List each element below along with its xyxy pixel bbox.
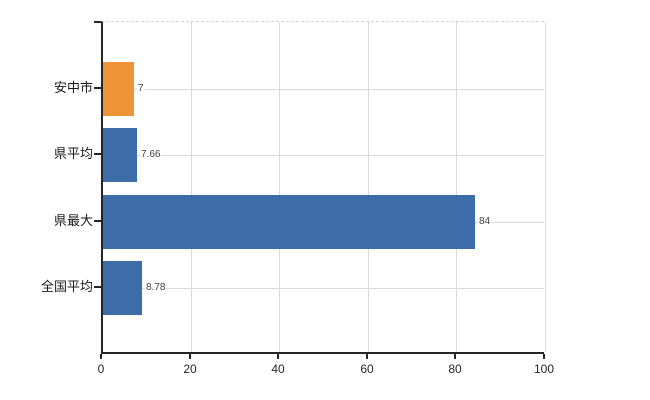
y-axis-top-cap-tick	[94, 21, 101, 23]
bar-1	[103, 128, 137, 182]
bar-value-label: 7.66	[140, 149, 162, 161]
x-axis-tick	[100, 354, 102, 359]
x-axis-tick-label: 60	[360, 362, 374, 376]
x-gridline	[191, 22, 192, 352]
y-gridline	[103, 89, 544, 90]
x-axis-tick	[277, 354, 279, 359]
x-axis-tick	[366, 354, 368, 359]
x-axis-tick-label: 20	[183, 362, 197, 376]
y-gridline	[103, 155, 544, 156]
x-gridline	[279, 22, 280, 352]
x-axis-tick-label: 100	[533, 362, 555, 376]
y-axis-tick	[94, 153, 101, 155]
x-axis-tick-label: 40	[271, 362, 285, 376]
bar-3	[103, 261, 142, 315]
y-axis-tick	[94, 286, 101, 288]
bar-0	[103, 62, 134, 116]
category-label-1: 県平均	[53, 146, 93, 161]
bar-value-label: 84	[478, 216, 492, 228]
plot-area: 7 7.66 84 8.78	[101, 21, 546, 354]
x-gridline	[545, 22, 546, 352]
x-axis-tick-label: 0	[97, 362, 105, 376]
x-axis-tick	[454, 354, 456, 359]
x-axis-tick	[189, 354, 191, 359]
y-axis-tick	[94, 87, 101, 89]
category-label-3: 全国平均	[40, 279, 93, 294]
y-axis-tick	[94, 220, 101, 222]
bar-value-label: 8.78	[145, 282, 167, 294]
x-axis-tick-label: 80	[448, 362, 462, 376]
category-label-2: 県最大	[53, 213, 93, 228]
y-gridline	[103, 288, 544, 289]
category-label-0: 安中市	[53, 80, 93, 95]
bar-value-label: 7	[137, 83, 145, 95]
bar-2	[103, 195, 475, 249]
x-gridline	[456, 22, 457, 352]
x-axis-tick	[543, 354, 545, 359]
x-gridline	[368, 22, 369, 352]
